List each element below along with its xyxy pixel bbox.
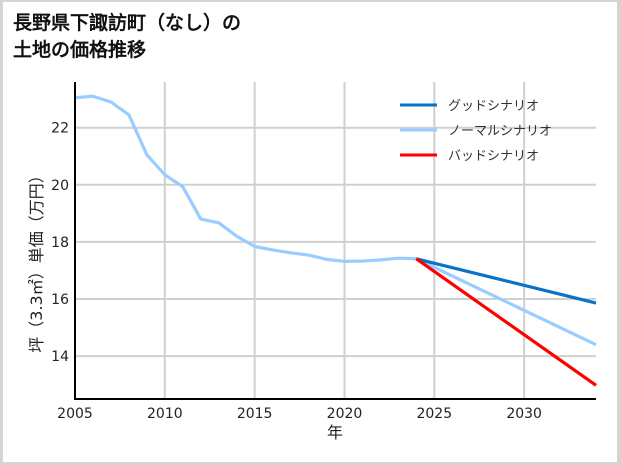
x-tick-label: 2010: [147, 406, 183, 422]
y-tick-label: 14: [51, 349, 69, 365]
x-axis-label: 年: [327, 423, 343, 442]
chart-title: 長野県下諏訪町（なし）の 土地の価格推移: [13, 10, 241, 64]
series-line: [415, 257, 597, 387]
legend-label-normal: ノーマルシナリオ: [448, 124, 552, 139]
x-tick-labels: 2005 2010 2015 2020 2025 2030: [57, 406, 542, 422]
y-tick-labels: 14 16 18 20 22: [51, 121, 69, 365]
series-line: [415, 257, 597, 305]
series-line: [74, 94, 597, 347]
x-tick-label: 2005: [57, 406, 93, 422]
y-tick-label: 20: [51, 178, 69, 194]
y-axis-label: 坪（3.3㎡）単価（万円）: [27, 167, 46, 352]
y-tick-label: 18: [51, 235, 69, 251]
y-tick-label: 22: [51, 121, 69, 137]
y-tick-label: 16: [51, 292, 69, 308]
legend-label-good: グッドシナリオ: [448, 99, 539, 114]
legend: グッドシナリオ ノーマルシナリオ バッドシナリオ: [400, 99, 552, 164]
axes: [74, 82, 596, 400]
data-series: [74, 94, 597, 387]
title-line-2: 土地の価格推移: [13, 39, 147, 61]
x-tick-label: 2025: [416, 406, 452, 422]
gridlines: [74, 82, 596, 399]
x-tick-label: 2015: [237, 406, 273, 422]
x-tick-label: 2030: [506, 406, 542, 422]
legend-label-bad: バッドシナリオ: [448, 149, 539, 164]
x-tick-label: 2020: [327, 406, 363, 422]
title-line-1: 長野県下諏訪町（なし）の: [13, 12, 242, 34]
